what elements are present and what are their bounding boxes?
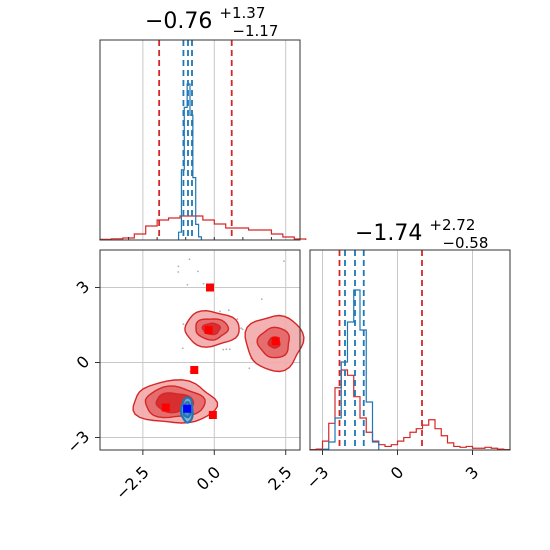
panel2-scatter-point <box>260 298 263 301</box>
panel2-scatter-point <box>196 270 199 273</box>
panel2-scatter-point <box>181 347 184 350</box>
panel3-title: −1.74 +2.72 −0.58 <box>355 211 488 252</box>
panel3-histograms <box>309 250 511 451</box>
panel2-scatter-point <box>188 258 191 261</box>
panel2-scatter-point <box>225 348 228 351</box>
marginal-panel-param2: −3 0 3 −1.74 +2.72 −0.58 <box>302 211 511 493</box>
panel3-frame <box>309 249 511 451</box>
panel3-histogram-series-1 <box>321 289 380 450</box>
panel2-scatter-point <box>222 348 225 351</box>
panel1-title-median: −0.76 <box>145 9 212 34</box>
panel2-contours <box>132 309 305 424</box>
panel2-scatter-point <box>248 367 251 370</box>
panel1-histogram-series-0 <box>99 215 307 240</box>
panel3-ticks: −3 0 3 <box>302 450 482 493</box>
panel2-marker <box>271 337 280 346</box>
panel2-frame <box>99 249 301 451</box>
panel2-x-tick-label: −2.5 <box>112 463 153 504</box>
panel2-marker <box>206 283 214 292</box>
panel2-y-tick-label: 0 <box>73 352 94 373</box>
joint-panel: −2.5 0.0 2.5 −3 0 3 <box>63 249 305 504</box>
panel2-x-tick-label: 2.5 <box>264 463 295 494</box>
panel3-title-minus: −0.58 <box>442 234 488 252</box>
panel2-scatter-point <box>240 327 242 330</box>
panel2-marker <box>208 411 217 419</box>
panel2-marker <box>190 366 199 374</box>
panel2-scatter-point <box>186 283 189 286</box>
panel2-scatter-point <box>283 260 285 263</box>
panel2-scatter-point <box>227 309 230 312</box>
panel1-ticks <box>128 237 301 240</box>
panel2-scatter-point <box>182 323 185 326</box>
panel2-x-tick-label: 0.0 <box>193 463 224 494</box>
panel3-x-tick-label: 0 <box>387 463 408 484</box>
panel1-histogram-series-1 <box>177 83 203 240</box>
panel3-title-median: −1.74 <box>355 221 422 246</box>
panel1-frame <box>99 39 301 241</box>
panel2-scatter-point <box>202 282 205 285</box>
panel3-x-tick-label: −3 <box>302 463 332 493</box>
marginal-panel-param1: −0.76 +1.37 −1.17 <box>99 0 307 241</box>
panel1-gridlines <box>142 40 287 240</box>
panel2-marker <box>204 326 213 334</box>
panel1-title-minus: −1.17 <box>232 22 278 40</box>
panel1-histograms <box>99 40 307 240</box>
panel3-x-tick-label: 3 <box>462 463 483 484</box>
panel2-y-tick-label: −3 <box>63 427 93 457</box>
panel2-marker <box>183 404 192 413</box>
panel2-y-tick-label: 3 <box>73 277 94 298</box>
panel3-gridlines <box>322 250 473 450</box>
panel1-title: −0.76 +1.37 −1.17 <box>145 0 278 40</box>
panel2-scatter-point <box>241 328 244 331</box>
panel2-scatter-point <box>177 271 180 273</box>
panel2-scatter-point <box>236 318 239 320</box>
panel3-title-plus: +2.72 <box>429 216 475 234</box>
panel2-scatter-point <box>228 348 231 351</box>
panel2-scatter-point <box>219 310 221 313</box>
panel2-scatter-point <box>177 265 180 268</box>
panel2-marker <box>161 403 170 412</box>
panel1-title-plus: +1.37 <box>219 4 265 22</box>
panel2-markers <box>161 283 280 419</box>
